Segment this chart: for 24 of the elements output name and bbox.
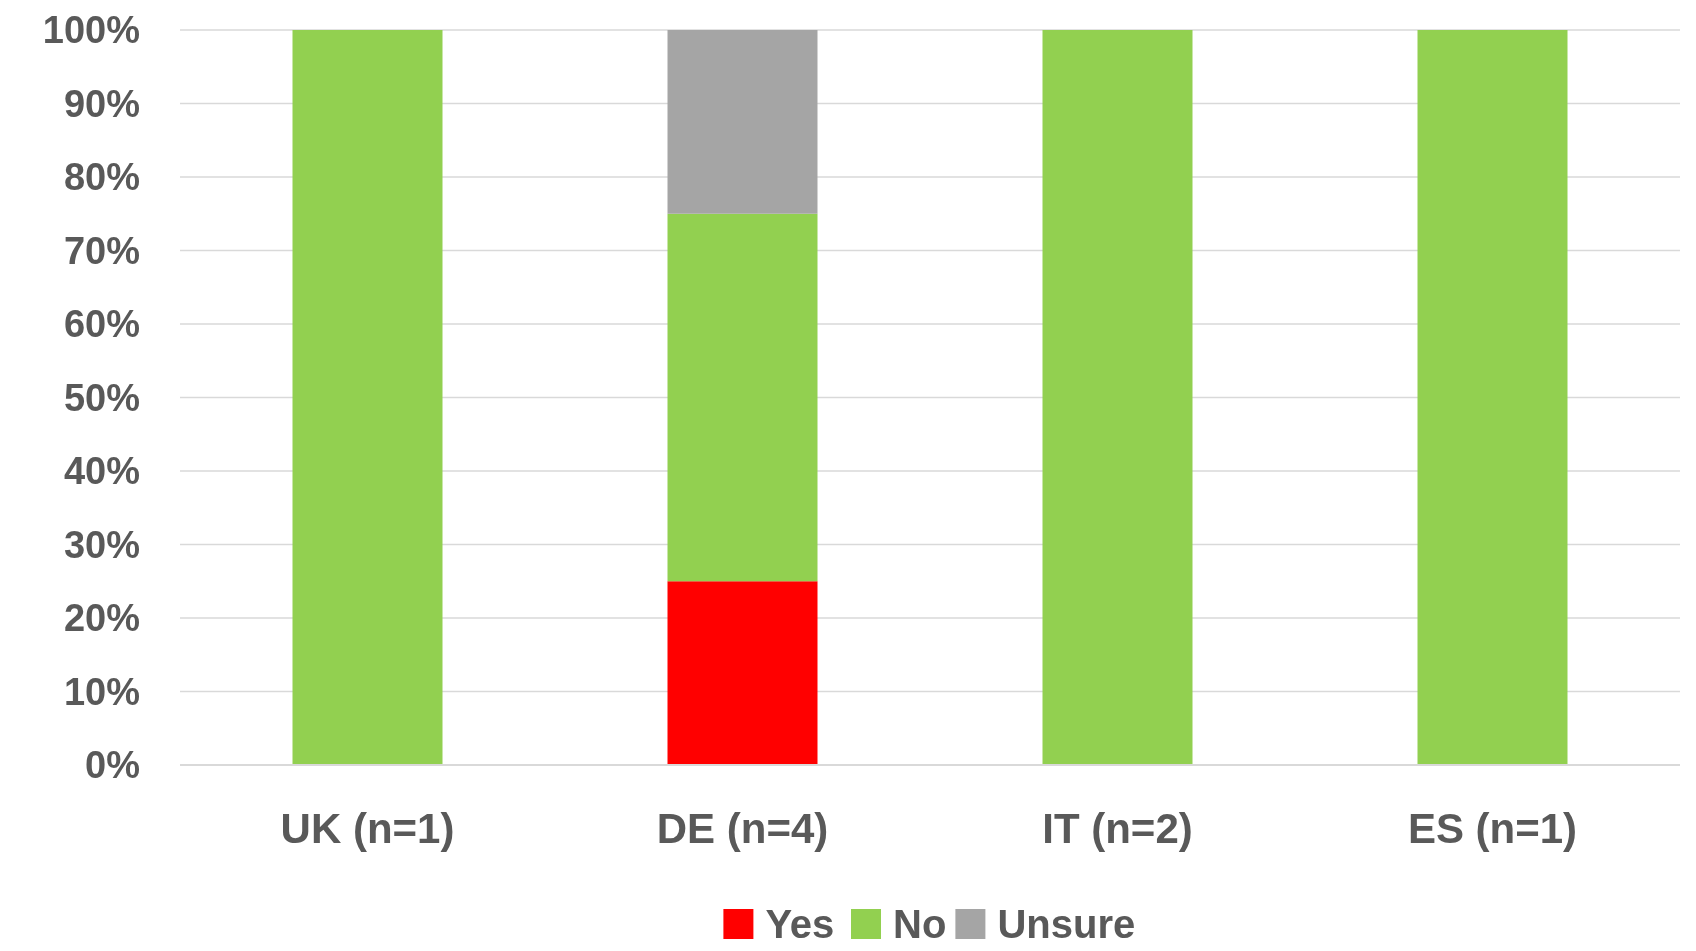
legend-label: Unsure <box>997 902 1136 946</box>
y-tick-label: 80% <box>63 156 140 199</box>
x-tick-label: ES (n=1) <box>1407 805 1578 852</box>
y-tick-label: 10% <box>63 670 140 713</box>
x-tick-label: UK (n=1) <box>280 805 455 852</box>
x-tick-label: IT (n=2) <box>1042 805 1193 852</box>
y-tick-label: 40% <box>63 450 140 493</box>
bar <box>667 213 818 582</box>
legend-label: Yes <box>765 902 835 946</box>
bar <box>667 581 818 765</box>
y-tick-label: 60% <box>63 303 140 346</box>
y-tick-label: 30% <box>63 523 140 566</box>
bar <box>1042 30 1193 765</box>
legend-label: No <box>893 902 947 946</box>
y-tick-label: 90% <box>63 82 140 125</box>
bar <box>667 30 818 214</box>
bar <box>1417 30 1568 765</box>
y-tick-label: 100% <box>42 9 140 52</box>
x-tick-label: DE (n=4) <box>656 805 829 852</box>
y-tick-label: 0% <box>85 744 140 787</box>
y-tick-label: 50% <box>63 376 140 419</box>
bar <box>292 30 443 765</box>
y-tick-label: 20% <box>63 597 140 640</box>
y-tick-label: 70% <box>63 229 140 272</box>
